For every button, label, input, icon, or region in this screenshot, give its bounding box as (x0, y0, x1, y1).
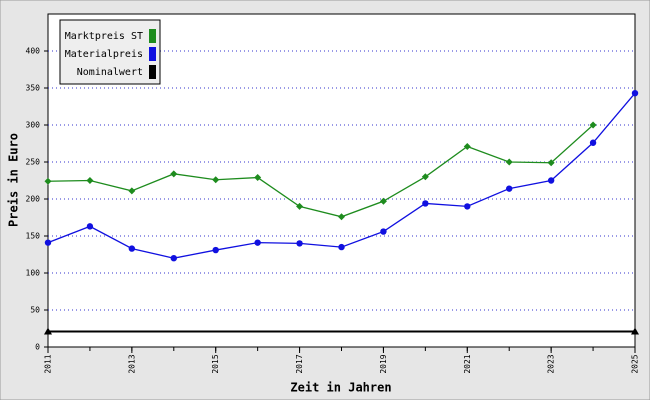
y-tick-label: 200 (26, 195, 41, 204)
marker (86, 177, 94, 184)
marker (212, 246, 219, 254)
legend-label: Materialpreis (65, 49, 143, 60)
legend-label: Marktpreis ST (65, 31, 143, 42)
marker (589, 139, 597, 146)
marker (86, 223, 94, 230)
y-tick-label: 150 (26, 232, 41, 241)
marker (547, 159, 555, 167)
marker (254, 174, 262, 182)
marker (505, 158, 513, 166)
legend-label: Nominalwert (77, 67, 143, 78)
marker (44, 177, 52, 185)
marker (44, 327, 52, 335)
x-tick-label: 2011 (44, 354, 53, 373)
marker (254, 239, 261, 246)
legend: Marktpreis ST Materialpreis Nominalwert (59, 19, 161, 85)
marker (506, 185, 513, 192)
marker (631, 327, 639, 335)
x-axis-label: Zeit in Jahren (290, 381, 391, 395)
marker (128, 245, 136, 252)
marker (547, 177, 555, 184)
marker (338, 243, 345, 251)
y-tick-label: 0 (35, 343, 40, 352)
marker (296, 240, 303, 247)
marker (128, 187, 136, 195)
x-tick-label: 2013 (127, 354, 136, 373)
legend-swatch (149, 65, 156, 79)
x-tick-label: 2015 (211, 354, 220, 373)
x-tick-label: 2019 (379, 354, 388, 373)
marker (212, 176, 220, 184)
marker (170, 170, 178, 178)
marker (589, 121, 597, 129)
y-tick-label: 350 (26, 84, 41, 93)
x-tick-label: 2025 (631, 354, 640, 373)
y-tick-label: 400 (26, 47, 41, 56)
legend-swatch (149, 47, 156, 61)
y-tick-label: 50 (30, 306, 40, 315)
marker (44, 239, 52, 246)
marker (631, 89, 639, 97)
marker (422, 200, 429, 207)
legend-swatch (149, 29, 156, 43)
y-tick-label: 100 (26, 269, 41, 278)
y-axis-label: Preis in Euro (7, 133, 21, 227)
x-tick-label: 2023 (547, 354, 556, 373)
series-line (47, 124, 594, 218)
x-tick-label: 2021 (463, 354, 472, 373)
x-tick-label: 2017 (295, 354, 304, 373)
marker (296, 202, 304, 210)
marker (421, 173, 429, 181)
marker (170, 255, 177, 262)
marker (463, 142, 471, 150)
marker (464, 203, 471, 210)
y-tick-label: 250 (26, 158, 41, 167)
marker (380, 228, 387, 235)
legend-box (59, 19, 161, 85)
marker (338, 213, 345, 221)
marker (379, 197, 387, 205)
y-tick-label: 300 (26, 121, 41, 130)
